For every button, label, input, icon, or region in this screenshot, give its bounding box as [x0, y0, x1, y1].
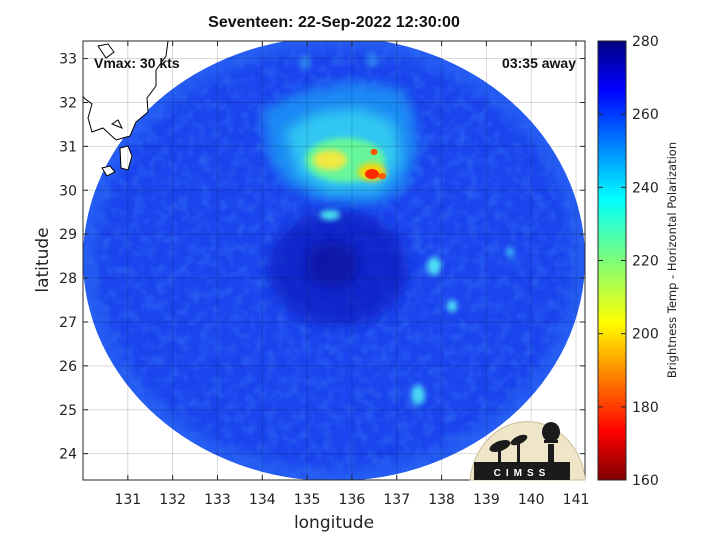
coastline: [83, 41, 169, 177]
colorbar-tick-label: 240: [632, 180, 659, 196]
colorbar-tick-label: 280: [632, 34, 659, 50]
y-tick-label: 27: [59, 315, 77, 331]
colorbar-tick-label: 160: [632, 473, 659, 489]
y-tick-label: 29: [59, 227, 77, 243]
rainbands: [299, 53, 514, 405]
axes-box: [82, 40, 586, 481]
x-tick-label: 131: [114, 492, 141, 508]
y-axis-ticks: 24 25 26 27 28 29 30 31 32 33: [59, 52, 585, 463]
y-tick-label: 33: [59, 52, 77, 68]
y-tick-label: 30: [59, 183, 77, 199]
x-tick-label: 139: [473, 492, 500, 508]
y-tick-label: 25: [59, 403, 77, 419]
x-tick-label: 132: [159, 492, 186, 508]
x-axis-ticks: 131 132 133 134 135 136 137 138 139 140 141: [114, 41, 589, 508]
x-axis-label: longitude: [294, 513, 374, 533]
x-tick-label: 134: [249, 492, 276, 508]
y-tick-label: 26: [59, 359, 77, 375]
colorbar-ticks: 160 180 200 220 240 260 280: [598, 34, 659, 489]
colorbar-label: Brightness Temp - Horizontal Polarizatio…: [665, 142, 679, 378]
cold-cloud-region: [262, 82, 418, 205]
y-axis-label: latitude: [33, 227, 53, 292]
y-tick-label: 32: [59, 95, 77, 111]
x-tick-label: 137: [383, 492, 410, 508]
colorbar: 160 180 200 220 240 260 280 Brightness Temp - …: [597, 34, 679, 489]
y-tick-label: 31: [59, 139, 77, 155]
vmax-annotation: Vmax: 30 kts: [94, 55, 180, 71]
x-tick-label: 136: [339, 492, 366, 508]
x-tick-label: 135: [294, 492, 321, 508]
x-tick-label: 133: [204, 492, 231, 508]
logo-text: CIMSS: [494, 468, 551, 479]
x-tick-label: 140: [518, 492, 545, 508]
microwave-swath: [83, 41, 585, 480]
y-tick-label: 24: [59, 447, 77, 463]
colorbar-tick-label: 260: [632, 107, 659, 123]
colorbar-tick-label: 220: [632, 254, 659, 270]
chart-title: Seventeen: 22-Sep-2022 12:30:00: [208, 14, 460, 31]
x-tick-label: 138: [428, 492, 455, 508]
colorbar-tick-label: 200: [632, 327, 659, 343]
y-tick-label: 28: [59, 271, 77, 287]
colorbar-tick-label: 180: [632, 400, 659, 416]
grid-lines: [83, 41, 585, 480]
time-away-annotation: 03:35 away: [502, 55, 576, 71]
cimss-logo: CIMSS: [469, 421, 586, 481]
x-tick-label: 141: [563, 492, 590, 508]
